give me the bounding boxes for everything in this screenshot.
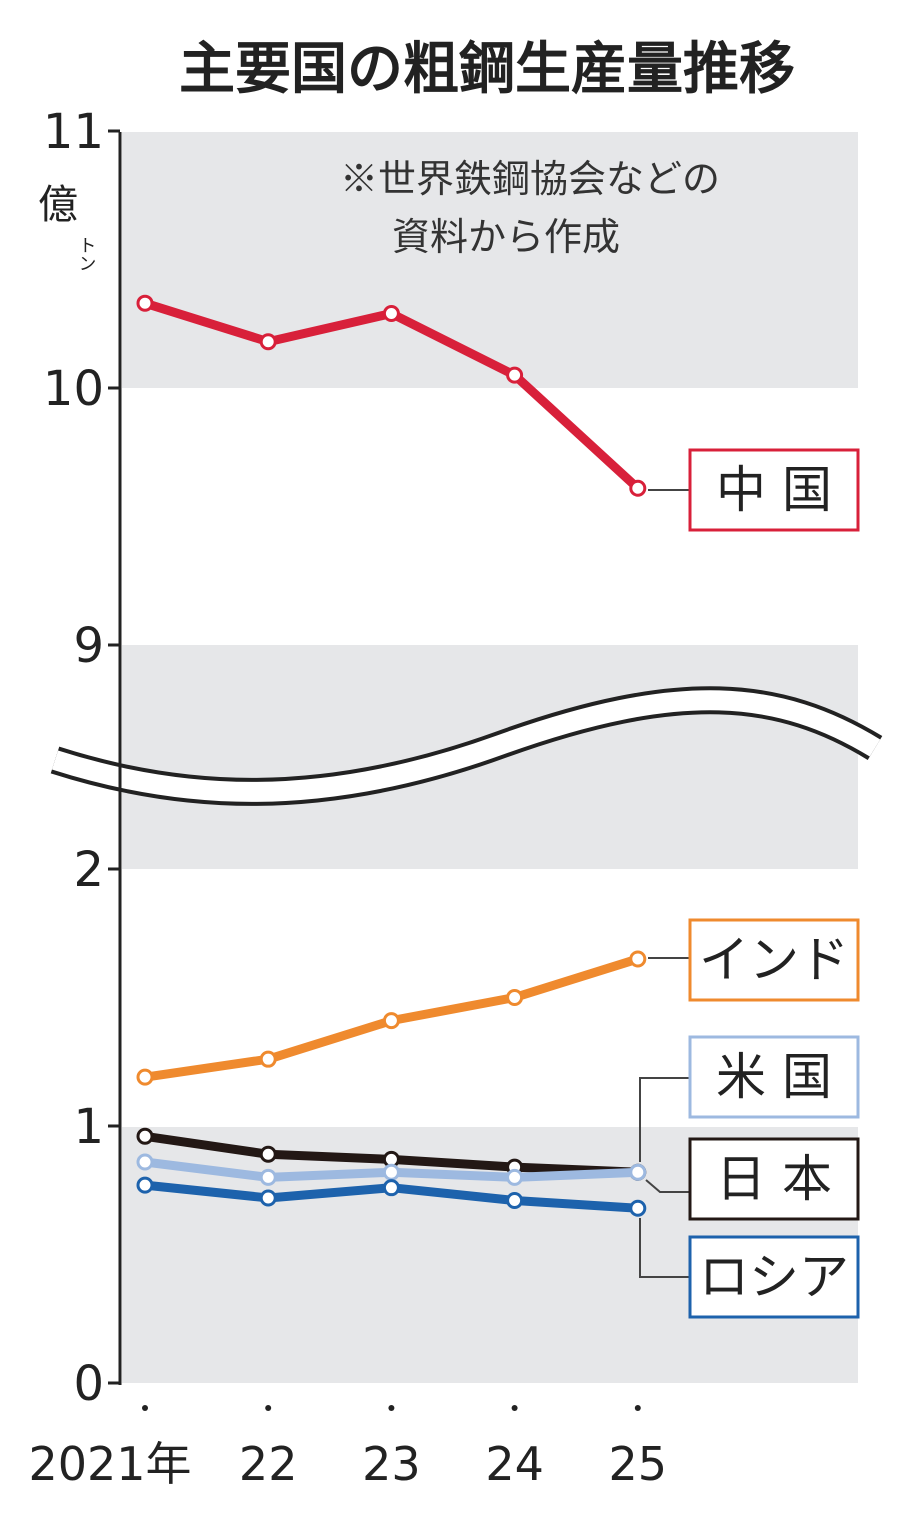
band-10-11 — [122, 132, 858, 388]
legend-label-1: インド — [688, 918, 860, 1002]
legend-box — [688, 1035, 860, 1119]
x-tick-dot — [511, 1405, 518, 1411]
series-0 — [136, 294, 647, 497]
connector-japan — [645, 1179, 690, 1193]
series-2 — [136, 1127, 647, 1181]
x-tick-label: 25 — [609, 1437, 668, 1491]
x-tick-label: 22 — [239, 1437, 298, 1491]
data-point — [259, 1145, 277, 1163]
x-tick-dot — [142, 1405, 148, 1411]
series-1 — [136, 950, 647, 1086]
chart-title: 主要国の粗鋼生産量推移 — [179, 37, 795, 102]
data-point — [382, 1179, 400, 1197]
series-4 — [136, 1176, 647, 1217]
y-tick-label: 0 — [73, 1356, 104, 1412]
x-tick-dot — [388, 1405, 395, 1411]
legend-box — [688, 1235, 860, 1319]
legend-text: 中 国 — [716, 461, 832, 519]
y-tick-label: 9 — [73, 618, 104, 674]
unit-label: 億 — [38, 182, 78, 228]
legend-box — [688, 448, 860, 532]
legend-label-0: 中 国 — [688, 448, 860, 532]
legend-text: 日 本 — [716, 1150, 832, 1208]
y-tick-label: 1 — [73, 1099, 104, 1155]
series-3 — [136, 1153, 647, 1186]
legend-label-3: 米 国 — [688, 1035, 860, 1119]
data-point — [136, 1153, 154, 1171]
note-line-1: ※世界鉄鋼協会などの — [340, 157, 720, 201]
legend-text: インド — [699, 931, 849, 989]
data-point — [259, 333, 277, 351]
data-point — [382, 1163, 400, 1181]
legend-label-2: 日 本 — [688, 1137, 860, 1221]
data-point — [136, 294, 154, 312]
data-point — [629, 950, 647, 968]
data-point — [259, 1050, 277, 1068]
data-point — [382, 304, 400, 322]
x-tick-dot — [265, 1405, 272, 1411]
data-point — [506, 366, 524, 384]
data-point — [136, 1176, 154, 1194]
note-line-2: 資料から作成 — [392, 215, 620, 259]
data-point — [629, 479, 647, 497]
data-point — [259, 1168, 277, 1186]
legend-label-4: ロシア — [688, 1235, 860, 1319]
data-point — [506, 1168, 524, 1186]
y-tick-label: 2 — [73, 842, 104, 898]
legend-text: ロシア — [699, 1248, 849, 1306]
data-point — [506, 1192, 524, 1210]
x-tick-label: 2021年 — [28, 1437, 191, 1491]
x-tick-label: 24 — [485, 1437, 544, 1491]
y-tick-label: 10 — [43, 361, 104, 417]
data-point — [136, 1127, 154, 1145]
data-point — [629, 1163, 647, 1181]
data-point — [259, 1189, 277, 1207]
connector-us — [639, 1077, 690, 1162]
y-tick-label: 11 — [43, 104, 104, 160]
x-tick-label: 23 — [362, 1437, 421, 1491]
legend-text: 米 国 — [716, 1048, 832, 1106]
axis-break — [50, 686, 883, 806]
legend-box — [688, 918, 860, 1002]
data-point — [506, 989, 524, 1006]
x-tick-dot — [634, 1405, 641, 1411]
data-point — [382, 1012, 400, 1030]
connector-russia — [639, 1218, 690, 1278]
unit-sub-label: トン — [76, 236, 97, 272]
legend-box — [688, 1137, 860, 1221]
data-point — [136, 1068, 154, 1086]
data-point — [629, 1199, 647, 1217]
